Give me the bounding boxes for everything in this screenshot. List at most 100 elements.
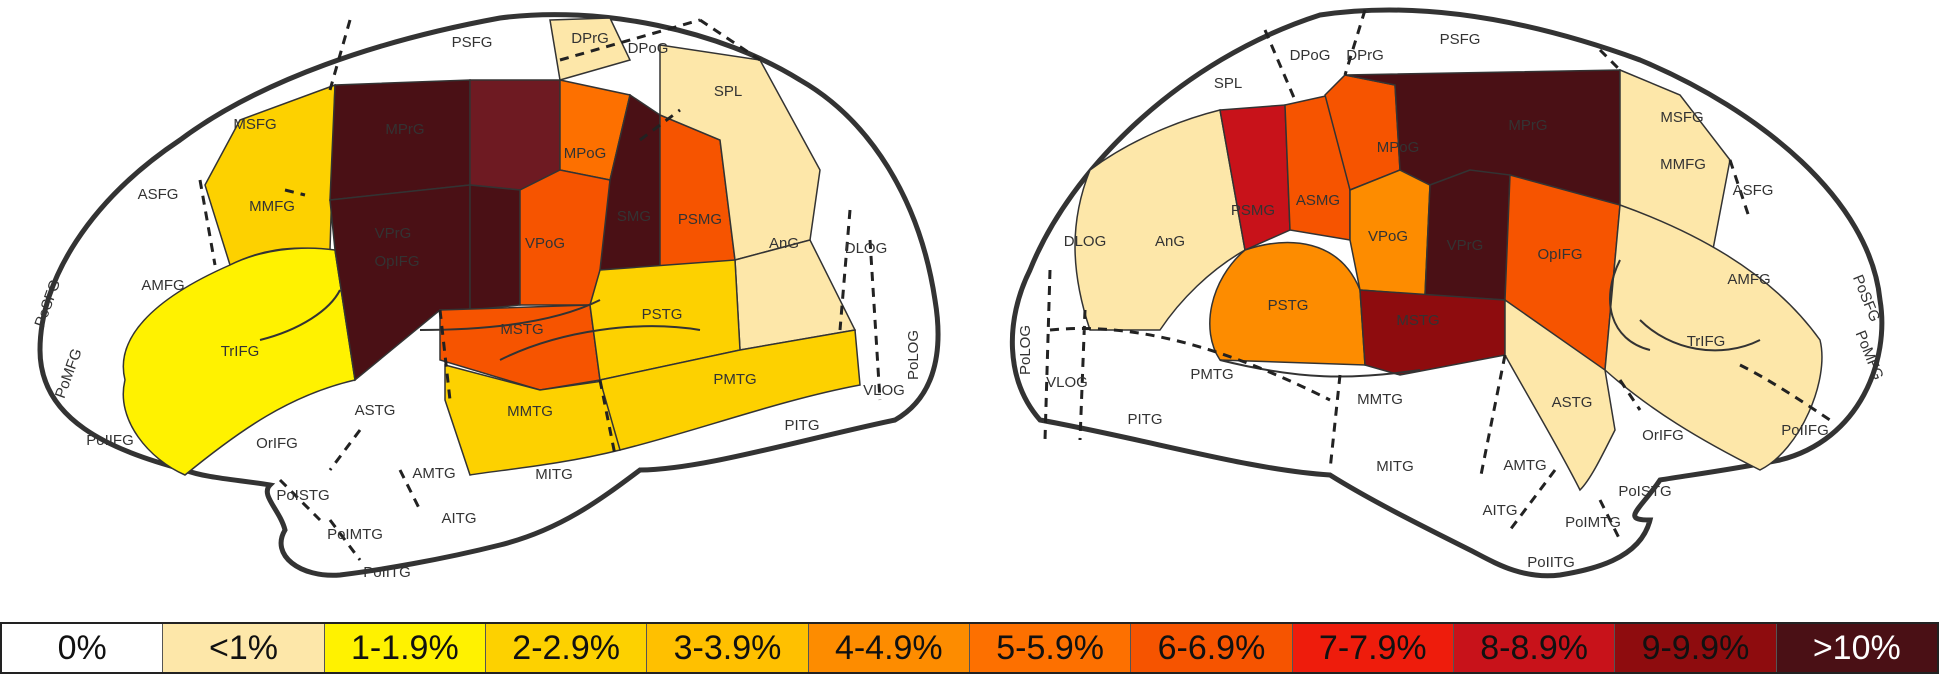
legend-cell: <1% (163, 624, 325, 672)
right-region-label-mmfg: MMFG (1660, 156, 1706, 173)
right-region-label-amtg: AMTG (1503, 457, 1546, 474)
left-region-label-poiifg: PoIIFG (86, 432, 134, 449)
right-region-label-dpog: DPoG (1290, 47, 1331, 64)
right-region-astg (1504, 298, 1616, 492)
right-region-label-pmtg: PMTG (1190, 366, 1233, 383)
left-sulcus-lines (259, 289, 701, 361)
left-region-mprg (329, 79, 471, 201)
right-region-label-poistg: PoISTG (1618, 483, 1671, 500)
right-region-label-psfg: PSFG (1440, 31, 1481, 48)
left-region-label-amtg: AMTG (412, 465, 455, 482)
legend-cell: 1-1.9% (324, 624, 486, 672)
left-hemisphere-labels: PSFG DPrG DPoG MSFG SPL ASFG MMFG MPrG MPoG SMG PS… (31, 30, 922, 581)
left-region-label-orifg: OrIFG (256, 435, 298, 452)
legend-label: 2-2.9% (512, 628, 621, 667)
right-dashed-borders (1043, 9, 1831, 541)
left-region-label-pitg: PITG (784, 417, 819, 434)
right-region-label-mitg: MITG (1376, 458, 1414, 475)
left-region-label-amfg: AMFG (141, 277, 184, 294)
right-region-label-ang: AnG (1155, 233, 1185, 250)
right-region-label-polog: PoLOG (1017, 325, 1034, 375)
right-region-label-poimtg: PoIMTG (1565, 514, 1621, 531)
right-region-label-amfg: AMFG (1727, 271, 1770, 288)
left-region-label-dlog: DLOG (845, 240, 888, 257)
right-region-label-mmtg: MMTG (1357, 391, 1403, 408)
right-region-label-pitg: PITG (1127, 411, 1162, 428)
left-region-label-asfg: ASFG (138, 186, 179, 203)
left-region-label-mmtg: MMTG (507, 403, 553, 420)
legend-cell: 5-5.9% (969, 624, 1132, 672)
right-region-vprg (1424, 169, 1511, 301)
brain-maps: PSFG DPrG DPoG MSFG SPL ASFG MMFG MPrG MPoG SMG PS… (31, 7, 1887, 581)
right-region-label-trifg: TrIFG (1687, 333, 1726, 350)
right-region-label-orifg: OrIFG (1642, 427, 1684, 444)
legend-cell: 7-7.9% (1292, 624, 1454, 672)
left-region-label-dprg: DPrG (571, 30, 609, 47)
right-region-mstg (1359, 289, 1506, 376)
legend-label: 3-3.9% (673, 628, 782, 667)
right-region-label-asfg: ASFG (1733, 182, 1774, 199)
left-region-label-mmfg: MMFG (249, 198, 295, 215)
left-region-label-mitg: MITG (535, 466, 573, 483)
legend-cell: 2-2.9% (485, 624, 648, 672)
left-region-label-mpog: MPoG (564, 145, 607, 162)
right-region-label-vprg: VPrG (1447, 237, 1484, 254)
right-region-label-asmg: ASMG (1296, 192, 1340, 209)
right-region-label-mpog: MPoG (1377, 139, 1420, 156)
legend-label: 6-6.9% (1157, 628, 1266, 667)
legend-cell: 3-3.9% (647, 624, 809, 672)
right-hemisphere (1009, 7, 1885, 579)
right-region-label-pstg: PSTG (1268, 297, 1309, 314)
left-region-label-spl: SPL (714, 83, 742, 100)
legend-cell: 4-4.9% (808, 624, 970, 672)
legend-label: 9-9.9% (1641, 628, 1750, 667)
left-region-label-dpog: DPoG (628, 40, 669, 57)
right-region-label-poiitg: PoIITG (1527, 554, 1575, 571)
left-region-label-opifg: OpIFG (374, 253, 419, 270)
legend-label: 1-1.9% (350, 628, 459, 667)
right-region-label-poiifg: PoIIFG (1781, 422, 1829, 439)
right-region-ang (1074, 109, 1246, 331)
left-region-label-pmtg: PMTG (713, 371, 756, 388)
legend-cell: 9-9.9% (1615, 624, 1777, 672)
left-region-label-mstg: MSTG (500, 321, 543, 338)
legend-label: 8-8.9% (1480, 628, 1588, 667)
left-region-label-polog: PoLOG (905, 330, 922, 380)
left-region-pmtg (599, 329, 861, 451)
left-region-pstg (589, 259, 741, 381)
left-region-label-vpog: VPoG (525, 235, 565, 252)
legend-label: <1% (208, 628, 278, 667)
left-region-label-astg: ASTG (355, 402, 396, 419)
legend-label: 0% (57, 628, 107, 667)
left-region-label-psfg: PSFG (452, 34, 493, 51)
left-region-label-aitg: AITG (441, 510, 476, 527)
left-region-label-mprg: MPrG (385, 121, 424, 138)
left-region-mpreg-dark (469, 79, 561, 191)
right-region-label-vpog: VPoG (1368, 228, 1408, 245)
left-region-trifg (122, 247, 356, 476)
legend-cell: >10% (1776, 624, 1937, 672)
right-region-label-vlog: VLOG (1046, 374, 1088, 391)
left-region-label-poiitg: PoIITG (363, 564, 411, 581)
legend-label: 5-5.9% (996, 628, 1104, 667)
right-region-label-mprg: MPrG (1508, 117, 1547, 134)
right-region-label-aitg: AITG (1482, 502, 1517, 519)
right-region-label-msfg: MSFG (1660, 109, 1703, 126)
legend-cell: 8-8.9% (1453, 624, 1616, 672)
right-region-label-dlog: DLOG (1064, 233, 1107, 250)
left-region-label-smg: SMG (617, 208, 651, 225)
left-hemisphere (37, 12, 941, 578)
legend-label: >10% (1812, 628, 1901, 667)
left-dashed-borders (198, 18, 882, 561)
right-region-label-dprg: DPrG (1346, 47, 1384, 64)
legend-label: 4-4.9% (834, 628, 943, 667)
left-region-label-poistg: PoISTG (276, 487, 329, 504)
legend-cell: 6-6.9% (1131, 624, 1293, 672)
left-region-label-vprg: VPrG (375, 225, 412, 242)
left-region-label-ang: AnG (769, 235, 799, 252)
right-region-label-astg: ASTG (1552, 394, 1593, 411)
left-region-label-msfg: MSFG (233, 116, 276, 133)
right-sulcus-lines (1219, 259, 1761, 378)
left-region-vprg (469, 184, 521, 311)
